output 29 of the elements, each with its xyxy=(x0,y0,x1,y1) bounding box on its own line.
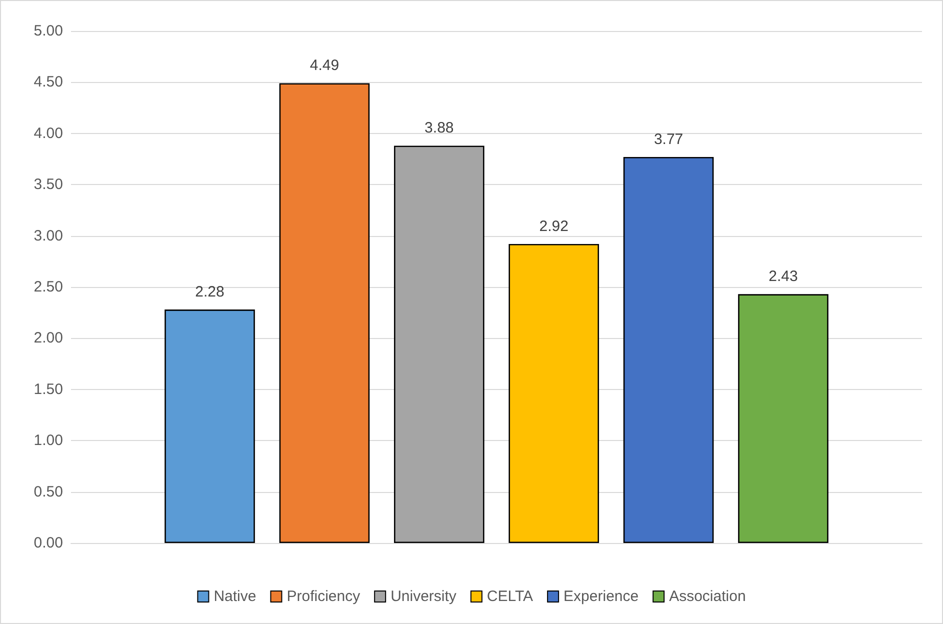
legend-label: Experience xyxy=(564,588,639,605)
y-tick-label: 3.00 xyxy=(34,227,63,244)
data-label: 3.88 xyxy=(424,120,454,137)
data-label: 2.28 xyxy=(195,284,224,301)
legend-label: Association xyxy=(669,588,746,605)
data-label: 3.77 xyxy=(654,130,684,148)
bar xyxy=(738,294,828,543)
data-label: 4.49 xyxy=(310,57,340,74)
y-tick-label: 1.00 xyxy=(34,432,63,450)
legend-label: CELTA xyxy=(486,588,534,605)
y-tick-label: 5.00 xyxy=(34,22,63,40)
y-tick-label: 3.50 xyxy=(34,176,63,194)
y-tick-label: 2.00 xyxy=(34,330,63,347)
y-tick-label: 0.50 xyxy=(34,483,63,500)
data-label: 2.43 xyxy=(768,268,798,286)
legend-label: University xyxy=(390,588,457,605)
y-tick-label: 0.00 xyxy=(34,534,63,552)
bar xyxy=(279,83,370,543)
y-tick-label: 2.50 xyxy=(34,278,63,296)
legend-label: Proficiency xyxy=(286,588,361,605)
bar xyxy=(164,310,255,543)
data-label: 2.92 xyxy=(539,218,568,235)
y-tick-label: 4.00 xyxy=(34,124,63,142)
legend-label: Native xyxy=(214,588,256,605)
bar xyxy=(394,146,484,543)
y-tick-label: 1.50 xyxy=(34,380,63,398)
bar xyxy=(508,244,599,543)
bar xyxy=(623,156,714,543)
y-tick-label: 4.50 xyxy=(34,74,63,91)
